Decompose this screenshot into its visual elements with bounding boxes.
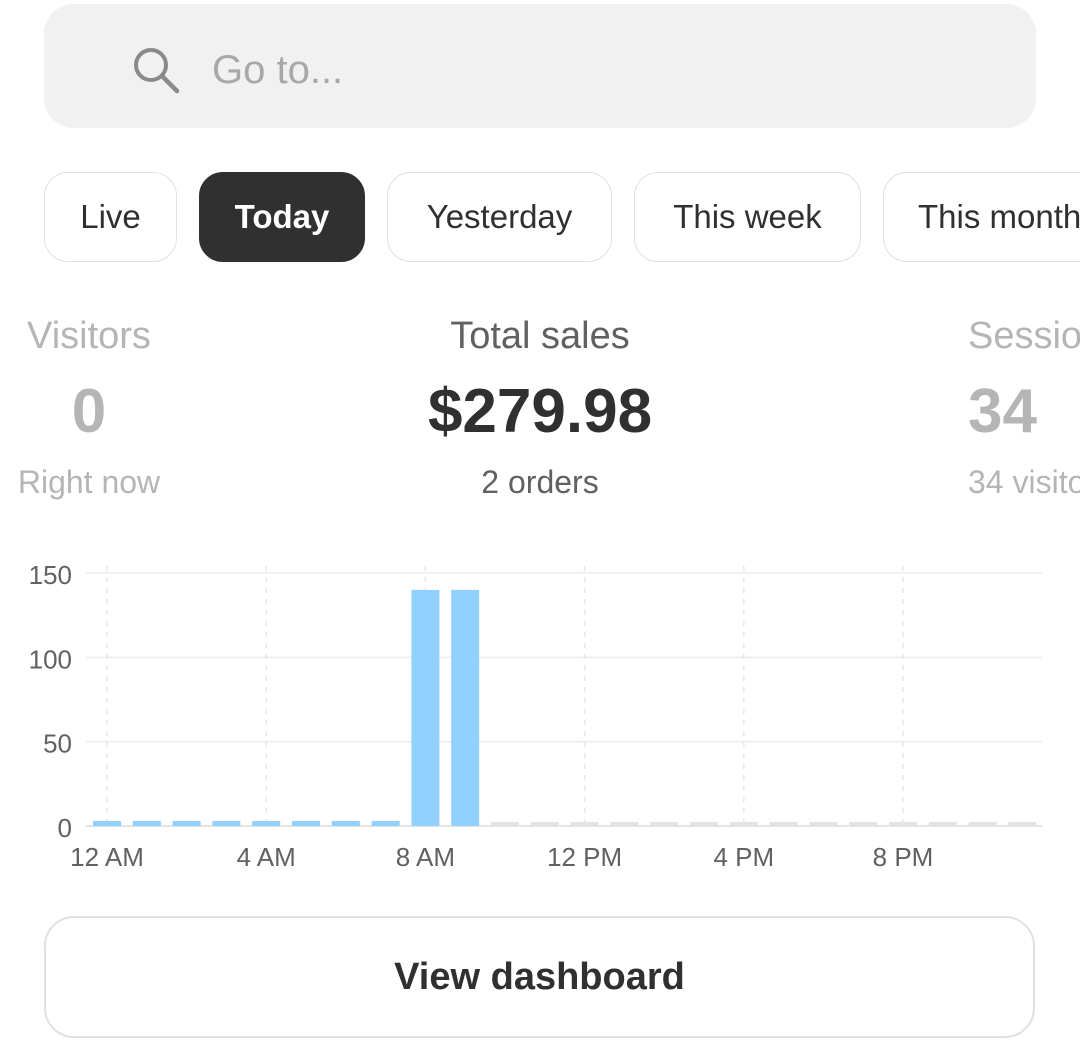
metric-value: 34 [968,377,1037,446]
bar-placeholder [809,822,838,826]
bar-placeholder [928,822,957,826]
y-tick-label: 150 [29,560,72,590]
bar-placeholder [650,822,679,826]
x-tick-label: 12 PM [547,842,622,872]
tab-this-month[interactable]: This month [883,172,1080,262]
sales-chart: 0 50 100 150 12 AM 4 AM 8 AM 12 PM 4 PM 8 PM [29,560,1042,872]
metric-visitors[interactable]: Visitors 0 Right now [0,312,259,502]
metric-sessions[interactable]: Sessions 34 34 visitors [968,312,1080,502]
metric-label: Sessions [968,315,1080,357]
search-bar[interactable]: Go to... [44,4,1036,128]
bar [411,589,440,826]
bar [252,821,281,826]
tab-today[interactable]: Today [199,172,365,262]
x-tick-label: 4 AM [237,842,296,872]
y-tick-label: 50 [43,729,72,759]
bar [292,821,320,826]
bar-placeholder [570,822,599,826]
x-tick-label: 12 AM [70,842,144,872]
bar-placeholder [968,822,997,826]
tab-live[interactable]: Live [44,172,177,262]
metric-label: Total sales [450,315,630,357]
search-input[interactable]: Go to... [212,48,344,92]
search-icon [132,46,180,94]
bar-placeholder [690,822,718,826]
bar-placeholder [610,822,639,826]
bar [331,821,360,826]
metric-total-sales[interactable]: Total sales $279.98 2 orders [370,312,710,502]
bar [93,821,121,826]
bar [451,589,480,826]
date-range-tabs: Live Today Yesterday This week This mont… [44,172,1080,264]
bar [132,821,161,826]
bar-placeholder [530,822,559,826]
bar-placeholder [1008,822,1037,826]
metric-label: Visitors [27,315,151,357]
bar [172,821,201,826]
x-tick-label: 4 PM [713,842,774,872]
bar-placeholder [889,822,917,826]
metric-subtext: Right now [17,464,161,500]
bar-placeholder [849,822,878,826]
x-tick-label: 8 PM [873,842,934,872]
y-tick-label: 100 [29,644,72,674]
bar-placeholder [769,822,798,826]
tab-this-week[interactable]: This week [634,172,861,262]
x-tick-label: 8 AM [396,842,455,872]
bar [212,821,241,826]
view-dashboard-button[interactable]: View dashboard [44,916,1035,1038]
tab-yesterday[interactable]: Yesterday [387,172,612,262]
metric-value: $279.98 [427,377,653,446]
metric-subtext: 2 orders [481,464,599,500]
metric-value: 0 [71,377,107,446]
metric-subtext: 34 visitors [968,464,1080,500]
y-tick-label: 0 [58,813,72,843]
bar [371,821,400,826]
bar-placeholder [729,822,758,826]
bar-placeholder [491,822,519,826]
